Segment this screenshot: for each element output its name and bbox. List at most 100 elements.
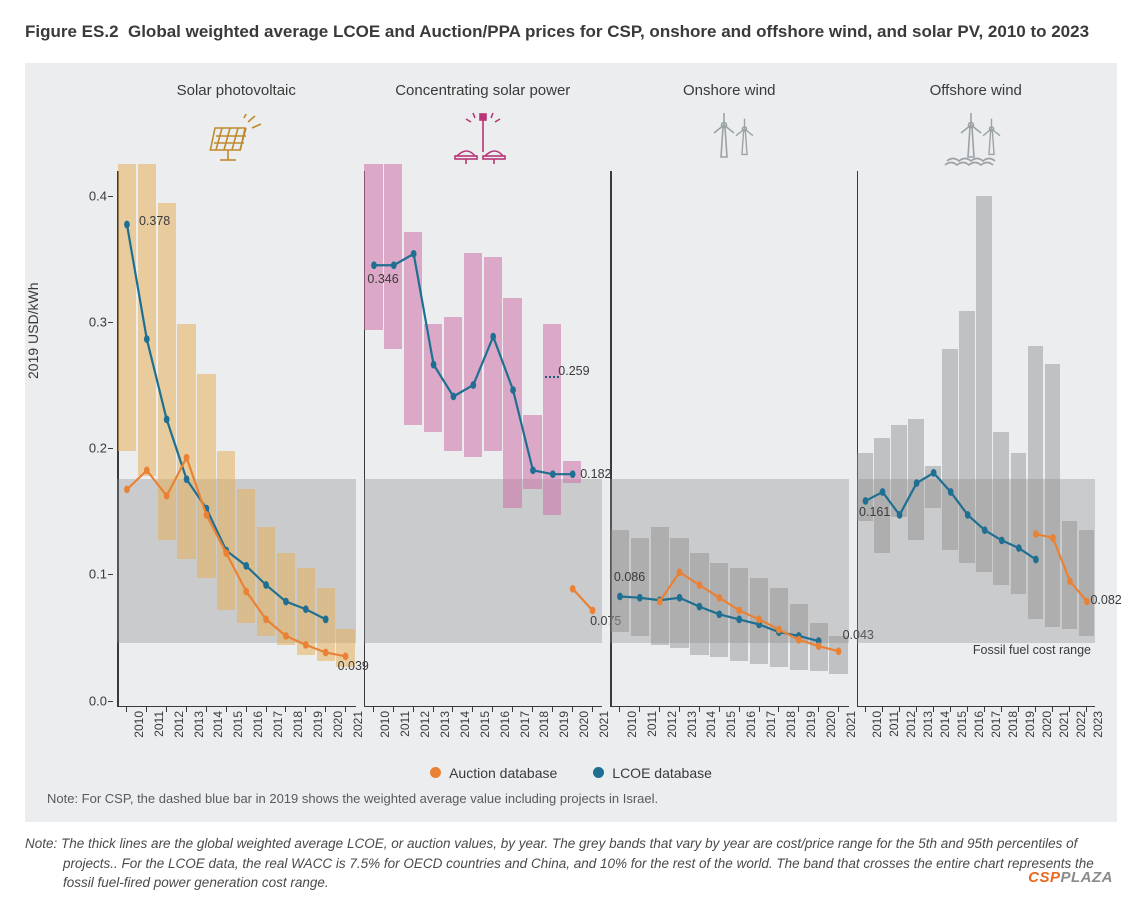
x-tick-label: 2018 xyxy=(784,711,798,738)
lcoe-marker xyxy=(124,220,130,228)
auction-marker xyxy=(776,625,782,633)
figure-number: Figure ES.2 xyxy=(25,22,119,41)
y-tick-label: 0.3 xyxy=(89,315,107,330)
lcoe-marker xyxy=(896,511,902,519)
lcoe-marker xyxy=(510,386,516,394)
auction-marker xyxy=(1084,597,1090,605)
x-tick-label: 2012 xyxy=(665,711,679,738)
legend-label: Auction database xyxy=(449,765,557,781)
panel-csp: Concentrating solar power 0.3460.2590.18… xyxy=(364,81,603,761)
auction-line xyxy=(572,588,592,610)
x-tick-label: 2014 xyxy=(938,711,952,738)
figure-title: Figure ES.2 Global weighted average LCOE… xyxy=(25,20,1117,45)
x-tick-label: 2021 xyxy=(351,711,365,738)
x-tick-label: 2019 xyxy=(1023,711,1037,738)
x-tick-label: 2021 xyxy=(1057,711,1071,738)
x-tick-label: 2019 xyxy=(804,711,818,738)
panel-onshore: Onshore wind 0.0860.04320102011201220132… xyxy=(610,81,849,761)
x-tick-label: 2023 xyxy=(1091,711,1105,738)
auction-marker xyxy=(243,587,249,595)
auction-marker xyxy=(816,642,822,650)
data-point-label: 0.259 xyxy=(558,364,589,378)
lcoe-marker xyxy=(283,597,289,605)
auction-marker xyxy=(1050,534,1056,542)
series-svg xyxy=(857,171,1096,706)
series-svg xyxy=(117,171,356,706)
lcoe-marker xyxy=(390,261,396,269)
lcoe-marker xyxy=(243,562,249,570)
plot-area: 0.3780.039 xyxy=(117,171,356,707)
auction-marker xyxy=(569,585,575,593)
panel-title: Concentrating solar power xyxy=(364,81,603,107)
lcoe-marker xyxy=(530,466,536,474)
auction-marker xyxy=(283,632,289,640)
x-tick-label: 2021 xyxy=(844,711,858,738)
x-tick-label: 2017 xyxy=(271,711,285,738)
lcoe-marker xyxy=(144,335,150,343)
chart-inner-note: Note: For CSP, the dashed blue bar in 20… xyxy=(43,791,1099,812)
lcoe-marker xyxy=(1033,555,1039,563)
lcoe-marker xyxy=(981,526,987,534)
x-tick-label: 2016 xyxy=(972,711,986,738)
y-tick-label: 0.2 xyxy=(89,441,107,456)
fossil-fuel-label: Fossil fuel cost range xyxy=(973,643,1091,657)
x-tick-label: 2012 xyxy=(172,711,186,738)
x-tick-label: 2014 xyxy=(458,711,472,738)
data-point-label: 0.086 xyxy=(614,570,645,584)
lcoe-marker xyxy=(947,488,953,496)
lcoe-marker xyxy=(371,261,377,269)
auction-marker xyxy=(589,606,595,614)
auction-marker xyxy=(836,647,842,655)
x-tick-label: 2013 xyxy=(685,711,699,738)
auction-marker xyxy=(184,453,190,461)
auction-marker xyxy=(756,615,762,623)
lcoe-marker xyxy=(184,475,190,483)
legend-item: Auction database xyxy=(430,765,557,781)
data-point-label: 0.378 xyxy=(139,214,170,228)
x-tick-label: 2012 xyxy=(904,711,918,738)
x-tick-label: 2020 xyxy=(577,711,591,738)
x-tick-label: 2020 xyxy=(824,711,838,738)
lcoe-marker xyxy=(862,497,868,505)
x-tick-label: 2015 xyxy=(231,711,245,738)
legend-label: LCOE database xyxy=(612,765,712,781)
plot-area: 0.3460.2590.1820.075 xyxy=(364,171,603,707)
lcoe-marker xyxy=(549,470,555,478)
lcoe-marker xyxy=(430,360,436,368)
figure-title-text: Global weighted average LCOE and Auction… xyxy=(128,22,1089,41)
lcoe-marker xyxy=(617,592,623,600)
wind-icon xyxy=(610,107,849,171)
x-tick-label: 2014 xyxy=(704,711,718,738)
x-tick-label: 2010 xyxy=(625,711,639,738)
x-tick-label: 2020 xyxy=(1040,711,1054,738)
lcoe-marker xyxy=(716,610,722,618)
auction-marker xyxy=(697,581,703,589)
legend-dot-icon xyxy=(430,767,441,778)
auction-marker xyxy=(677,568,683,576)
x-tick-label: 2019 xyxy=(557,711,571,738)
x-tick-label: 2015 xyxy=(955,711,969,738)
auction-marker xyxy=(736,606,742,614)
y-tick-label: 0.1 xyxy=(89,567,107,582)
lcoe-line xyxy=(865,473,1035,560)
x-tick-label: 2021 xyxy=(597,711,611,738)
x-axis: 2010201120122013201420152016201720182019… xyxy=(117,707,356,761)
data-point-label: 0.082 xyxy=(1090,593,1121,607)
x-tick-label: 2013 xyxy=(921,711,935,738)
auction-marker xyxy=(263,615,269,623)
x-tick-label: 2022 xyxy=(1074,711,1088,738)
panel-offshore: Offshore wind 0.1610.082Fossil fuel cost… xyxy=(857,81,1096,761)
lcoe-marker xyxy=(879,488,885,496)
x-tick-label: 2010 xyxy=(132,711,146,738)
plot-area: 0.1610.082Fossil fuel cost range xyxy=(857,171,1096,707)
x-tick-label: 2013 xyxy=(192,711,206,738)
auction-line xyxy=(1035,534,1086,602)
auction-marker xyxy=(796,636,802,644)
lcoe-marker xyxy=(164,415,170,423)
lcoe-marker xyxy=(913,479,919,487)
x-tick-label: 2011 xyxy=(645,711,659,737)
y-tick-label: 0.0 xyxy=(89,693,107,708)
panel-title: Offshore wind xyxy=(857,81,1096,107)
x-tick-label: 2019 xyxy=(311,711,325,738)
lcoe-marker xyxy=(964,511,970,519)
